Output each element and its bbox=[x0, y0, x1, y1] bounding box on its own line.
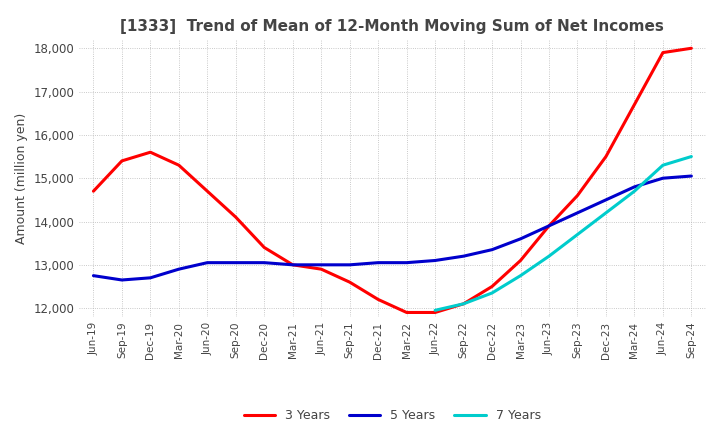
Legend: 3 Years, 5 Years, 7 Years: 3 Years, 5 Years, 7 Years bbox=[239, 404, 546, 427]
3 Years bbox=[431, 310, 439, 315]
5 Years bbox=[573, 210, 582, 216]
5 Years bbox=[146, 275, 155, 280]
5 Years bbox=[602, 197, 611, 202]
Title: [1333]  Trend of Mean of 12-Month Moving Sum of Net Incomes: [1333] Trend of Mean of 12-Month Moving … bbox=[120, 19, 665, 34]
3 Years bbox=[402, 310, 411, 315]
5 Years bbox=[459, 253, 468, 259]
7 Years bbox=[687, 154, 696, 159]
5 Years bbox=[630, 184, 639, 190]
5 Years bbox=[203, 260, 212, 265]
5 Years bbox=[260, 260, 269, 265]
3 Years bbox=[174, 162, 183, 168]
Line: 7 Years: 7 Years bbox=[435, 157, 691, 310]
3 Years bbox=[687, 46, 696, 51]
3 Years bbox=[146, 150, 155, 155]
3 Years bbox=[232, 215, 240, 220]
3 Years bbox=[602, 154, 611, 159]
3 Years bbox=[346, 279, 354, 285]
3 Years bbox=[459, 301, 468, 306]
3 Years bbox=[289, 262, 297, 268]
5 Years bbox=[659, 176, 667, 181]
3 Years bbox=[545, 223, 554, 228]
3 Years bbox=[317, 267, 325, 272]
7 Years bbox=[487, 290, 496, 296]
7 Years bbox=[431, 308, 439, 313]
3 Years bbox=[117, 158, 126, 164]
5 Years bbox=[289, 262, 297, 268]
5 Years bbox=[545, 223, 554, 228]
7 Years bbox=[459, 301, 468, 306]
5 Years bbox=[374, 260, 382, 265]
5 Years bbox=[431, 258, 439, 263]
7 Years bbox=[573, 232, 582, 237]
3 Years bbox=[487, 284, 496, 289]
3 Years bbox=[374, 297, 382, 302]
3 Years bbox=[516, 258, 525, 263]
5 Years bbox=[516, 236, 525, 242]
7 Years bbox=[602, 210, 611, 216]
5 Years bbox=[117, 277, 126, 282]
7 Years bbox=[659, 162, 667, 168]
5 Years bbox=[402, 260, 411, 265]
5 Years bbox=[89, 273, 98, 278]
7 Years bbox=[516, 273, 525, 278]
5 Years bbox=[232, 260, 240, 265]
3 Years bbox=[203, 189, 212, 194]
5 Years bbox=[317, 262, 325, 268]
Line: 3 Years: 3 Years bbox=[94, 48, 691, 312]
5 Years bbox=[487, 247, 496, 252]
3 Years bbox=[630, 102, 639, 107]
5 Years bbox=[687, 173, 696, 179]
3 Years bbox=[260, 245, 269, 250]
3 Years bbox=[89, 189, 98, 194]
3 Years bbox=[573, 193, 582, 198]
Line: 5 Years: 5 Years bbox=[94, 176, 691, 280]
7 Years bbox=[630, 189, 639, 194]
7 Years bbox=[545, 253, 554, 259]
5 Years bbox=[174, 267, 183, 272]
5 Years bbox=[346, 262, 354, 268]
3 Years bbox=[659, 50, 667, 55]
Y-axis label: Amount (million yen): Amount (million yen) bbox=[15, 113, 28, 244]
